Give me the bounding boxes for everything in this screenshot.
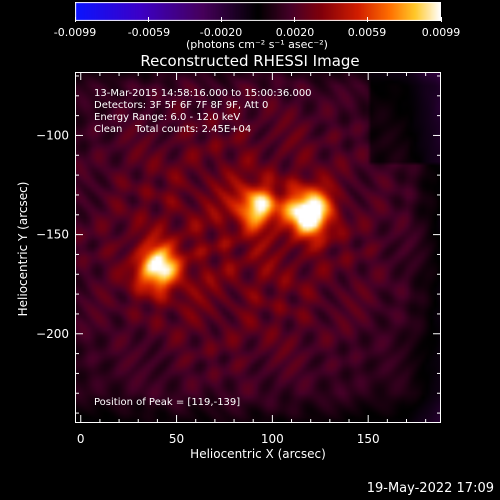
colorbar-tick-mark: [220, 17, 222, 22]
colorbar-tick-label: -0.0099: [53, 26, 97, 39]
footer-date: 19-May-2022 17:09: [366, 481, 494, 496]
colorbar-tick-label: -0.0059: [127, 26, 171, 39]
colorbar-tick-label: 0.0020: [275, 26, 315, 39]
x-tick-label: 50: [169, 432, 184, 446]
colorbar-tick-mark: [366, 17, 368, 22]
colorbar-tick-label: -0.0020: [199, 26, 243, 39]
colorbar: [75, 2, 441, 21]
obs-time-annotation: 13-Mar-2015 14:58:16.000 to 15:00:36.000: [94, 88, 312, 99]
colorbar-tick-label: 0.0059: [347, 26, 387, 39]
colorbar-tick-mark: [294, 17, 296, 22]
y-tick-label: −200: [36, 327, 69, 341]
peak-position-annotation: Position of Peak = [119,-139]: [94, 397, 241, 408]
x-tick-label: 100: [261, 432, 284, 446]
clean-counts-annotation: Clean Total counts: 2.45E+04: [94, 124, 252, 135]
y-axis-label: Heliocentric Y (arcsec): [16, 181, 30, 317]
energy-range-annotation: Energy Range: 6.0 - 12.0 keV: [94, 112, 241, 123]
colorbar-tick-mark: [148, 17, 150, 22]
x-axis-label: Heliocentric X (arcsec): [190, 447, 326, 461]
x-tick-label: 150: [357, 432, 380, 446]
plot-frame: [75, 72, 441, 423]
y-tick-label: −150: [36, 228, 69, 242]
heatmap-image: [75, 72, 441, 423]
x-tick-label: 0: [77, 432, 85, 446]
colorbar-tick-mark: [74, 17, 76, 22]
chart-title: Reconstructed RHESSI Image: [140, 52, 360, 70]
detectors-annotation: Detectors: 3F 5F 6F 7F 8F 9F, Att 0: [94, 100, 269, 111]
colorbar-tick-label: 0.0099: [421, 26, 461, 39]
colorbar-unit-label: (photons cm⁻² s⁻¹ asec⁻²): [186, 38, 328, 51]
y-tick-label: −100: [36, 128, 69, 142]
colorbar-tick-mark: [440, 17, 442, 22]
